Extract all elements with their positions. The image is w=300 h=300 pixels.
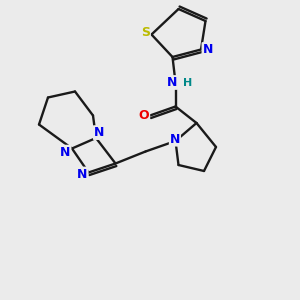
- Text: N: N: [60, 146, 70, 159]
- Text: N: N: [77, 167, 88, 181]
- Text: N: N: [167, 76, 177, 89]
- Text: O: O: [139, 109, 149, 122]
- Text: N: N: [170, 133, 180, 146]
- Text: N: N: [94, 126, 104, 139]
- Text: S: S: [141, 26, 150, 40]
- Text: N: N: [202, 43, 213, 56]
- Text: H: H: [184, 77, 193, 88]
